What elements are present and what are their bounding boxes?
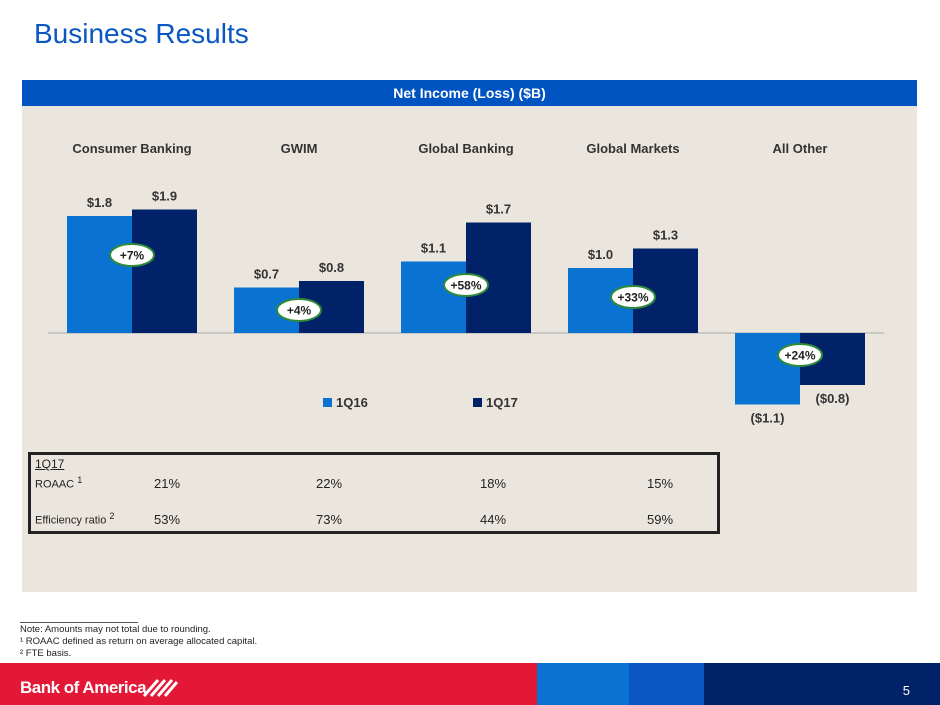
cell: 73% [316, 512, 343, 527]
legend-swatch [323, 398, 332, 407]
cell: 22% [316, 476, 343, 491]
cell: 21% [154, 476, 181, 491]
growth-label: +33% [617, 291, 648, 305]
growth-label: +58% [450, 279, 481, 293]
row-label-roaac: ROAAC 1 [35, 475, 82, 491]
table-period: 1Q17 [35, 457, 65, 471]
label: Efficiency ratio [35, 514, 107, 527]
footnote-2: ² FTE basis. [20, 648, 72, 659]
category-label: Global Banking [418, 141, 513, 156]
note: Note: Amounts may not total due to round… [20, 624, 211, 635]
cell: 18% [480, 476, 507, 491]
growth-label: +24% [784, 349, 815, 363]
growth-oval [777, 343, 823, 367]
category-label: Consumer Banking [72, 141, 191, 156]
footnote-1: ¹ ROAAC defined as return on average all… [20, 636, 258, 647]
cell: 44% [480, 512, 507, 527]
data-label: $1.3 [653, 228, 678, 243]
bank-of-america-logo: Bank of America [20, 678, 147, 697]
data-label: $0.8 [319, 260, 344, 275]
label: ROAAC [35, 478, 75, 491]
chart-title: Net Income (Loss) ($B) [22, 80, 917, 106]
page-title: Business Results [34, 18, 249, 49]
bar-1Q16 [67, 216, 132, 333]
cell: 53% [154, 512, 181, 527]
bar-1Q17 [132, 209, 197, 333]
data-label: $1.7 [486, 202, 511, 217]
legend-label: 1Q17 [486, 395, 518, 410]
growth-oval [109, 243, 155, 267]
data-label: $1.8 [87, 195, 112, 210]
growth-label: +7% [120, 249, 145, 263]
flag-logo-icon [142, 679, 179, 697]
bar-1Q16 [735, 333, 800, 405]
data-label: ($1.1) [751, 411, 785, 426]
data-label: $1.0 [588, 247, 613, 262]
legend-swatch [473, 398, 482, 407]
footnote-rule [20, 622, 138, 623]
growth-oval [443, 273, 489, 297]
data-label: $1.1 [421, 241, 446, 256]
growth-oval [276, 298, 322, 322]
sup: 2 [109, 511, 115, 521]
data-label: $1.9 [152, 189, 177, 204]
data-label: ($0.8) [816, 391, 850, 406]
footer-bar [0, 663, 940, 705]
metrics-table: 1Q17 ROAAC 1 Efficiency ratio 2 21% 22% … [28, 452, 720, 534]
sup: 1 [77, 475, 83, 485]
category-label: GWIM [281, 141, 318, 156]
legend-label: 1Q16 [336, 395, 368, 410]
growth-oval [610, 285, 656, 309]
row-label-efficiency: Efficiency ratio 2 [35, 511, 114, 527]
page-number: 5 [902, 683, 910, 698]
category-label: Global Markets [586, 141, 679, 156]
data-label: $0.7 [254, 267, 279, 282]
cell: 59% [647, 512, 674, 527]
bar-1Q16 [401, 261, 466, 333]
category-label: All Other [773, 141, 828, 156]
growth-label: +4% [287, 304, 312, 318]
cell: 15% [647, 476, 674, 491]
